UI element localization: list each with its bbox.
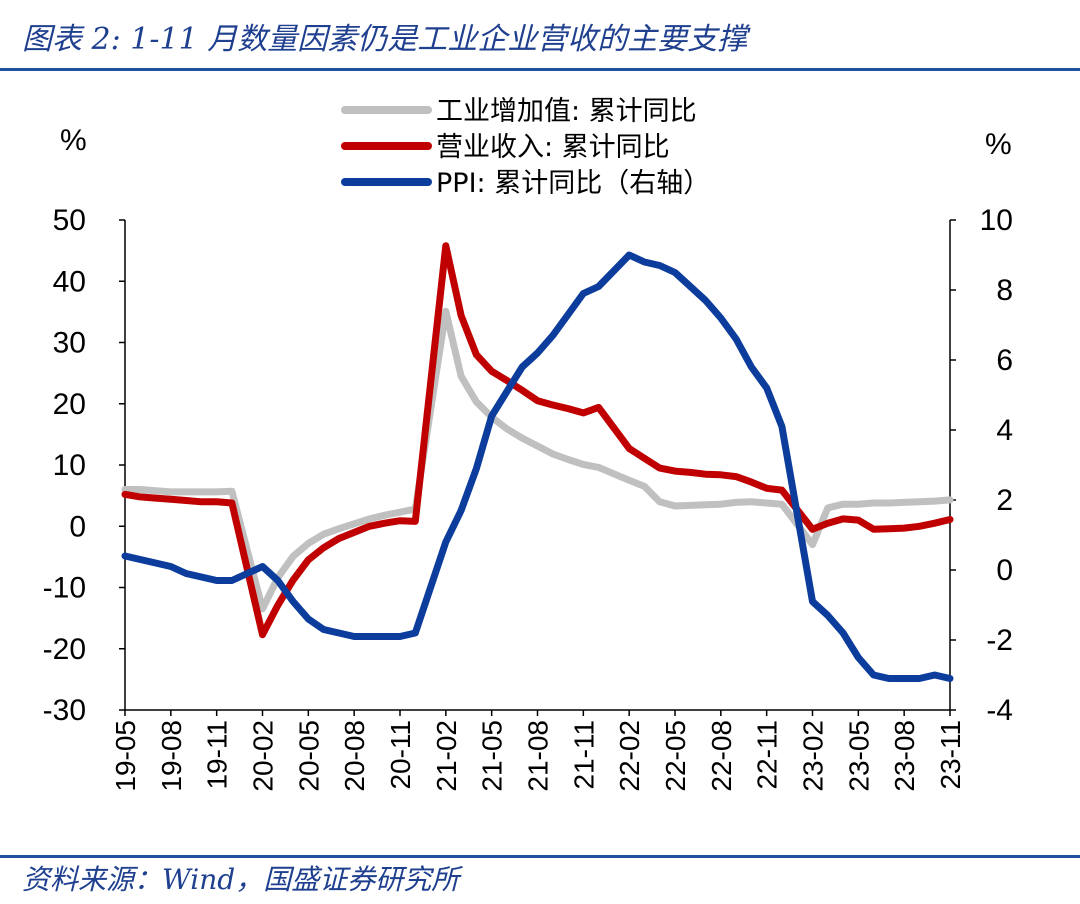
left-tick-label: -30 xyxy=(43,694,86,727)
source-note: 资料来源：Wind，国盛证券研究所 xyxy=(22,863,460,896)
right-tick-label: 10 xyxy=(980,204,1013,237)
right-tick-label: 4 xyxy=(996,414,1013,447)
right-tick-label: 8 xyxy=(996,274,1013,307)
x-tick-label: 21-08 xyxy=(523,720,554,792)
x-tick-label: 23-11 xyxy=(935,720,966,790)
x-tick-label: 22-05 xyxy=(660,720,691,792)
left-tick-label: 0 xyxy=(69,510,86,543)
legend-label-2: 营业收入: 累计同比 xyxy=(436,132,670,163)
left-tick-label: -20 xyxy=(43,633,86,666)
bottom-rule xyxy=(0,855,1080,858)
x-tick-label: 20-11 xyxy=(385,720,416,790)
figure-title: 图表 2: 1-11 月数量因素仍是工业企业营收的主要支撑 xyxy=(22,22,748,57)
x-tick-label: 19-05 xyxy=(110,720,141,792)
left-tick-label: 10 xyxy=(53,449,86,482)
x-tick-label: 22-08 xyxy=(706,720,737,792)
x-tick-label: 20-05 xyxy=(293,720,324,792)
x-axis: 19-05 19-08 19-11 20-02 20-05 20-08 20-11 21-02… xyxy=(110,710,966,792)
x-tick-label: 20-08 xyxy=(339,720,370,792)
right-axis: 10 8 6 4 2 0 -2 -4 xyxy=(950,204,1013,727)
top-rule xyxy=(0,68,1080,71)
legend-label-1: 工业增加值: 累计同比 xyxy=(436,96,697,127)
x-tick-label: 22-02 xyxy=(614,720,645,792)
x-tick-label: 23-05 xyxy=(843,720,874,792)
legend-label-3: PPI: 累计同比（右轴） xyxy=(436,168,710,199)
left-tick-label: -10 xyxy=(43,572,86,605)
x-tick-label: 21-05 xyxy=(477,720,508,792)
right-tick-label: 0 xyxy=(996,554,1013,587)
right-tick-label: 6 xyxy=(996,344,1013,377)
left-axis: 50 40 30 20 10 0 -10 -20 -30 xyxy=(43,204,125,727)
x-tick-label: 19-08 xyxy=(156,720,187,792)
series-line-3 xyxy=(121,251,954,682)
left-axis-unit: % xyxy=(60,124,87,157)
left-tick-label: 20 xyxy=(53,388,86,421)
x-tick-label: 20-02 xyxy=(248,720,279,792)
series-line-1 xyxy=(121,307,954,613)
x-tick-label: 21-02 xyxy=(431,720,462,792)
right-tick-label: 2 xyxy=(996,484,1013,517)
series-lines xyxy=(121,242,954,682)
left-tick-label: 50 xyxy=(53,204,86,237)
x-tick-label: 21-11 xyxy=(568,720,599,790)
right-tick-label: -4 xyxy=(986,694,1013,727)
left-tick-label: 30 xyxy=(53,327,86,360)
series-line-2 xyxy=(121,242,954,639)
x-tick-label: 23-08 xyxy=(889,720,920,792)
left-tick-label: 40 xyxy=(53,265,86,298)
x-tick-label: 22-11 xyxy=(752,720,783,790)
x-tick-label: 19-11 xyxy=(202,720,233,790)
right-axis-unit: % xyxy=(985,128,1012,161)
right-tick-label: -2 xyxy=(986,624,1013,657)
x-tick-label: 23-02 xyxy=(798,720,829,792)
plot-frame xyxy=(124,220,951,711)
